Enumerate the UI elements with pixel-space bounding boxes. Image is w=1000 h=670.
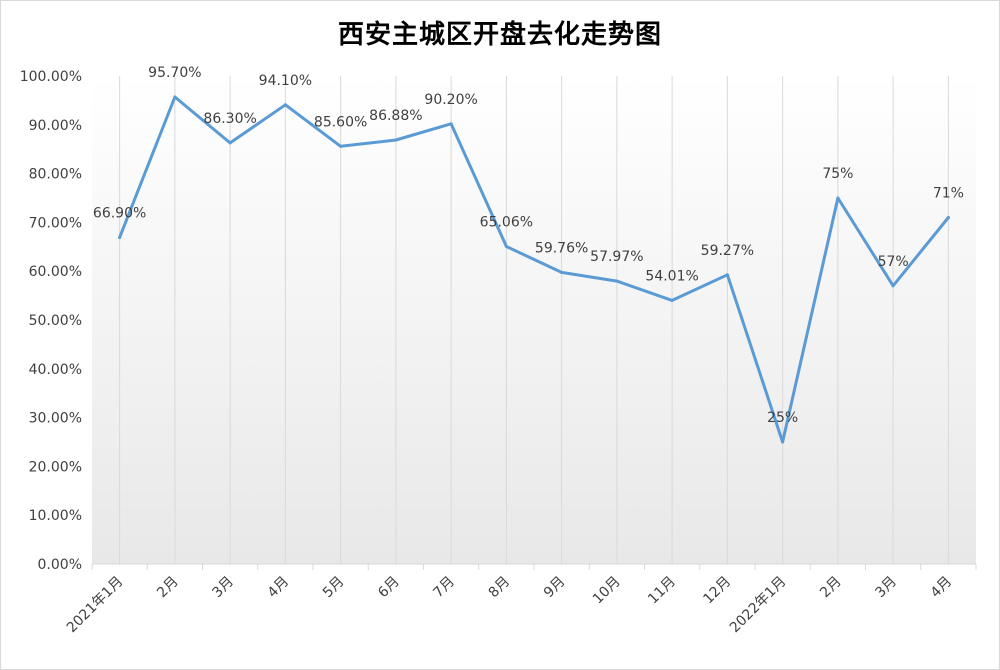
- data-label: 71%: [933, 186, 964, 202]
- data-label: 65.06%: [480, 215, 533, 231]
- x-tick-label: 3月: [209, 574, 237, 602]
- data-point: [118, 236, 122, 240]
- x-tick-label: 11月: [645, 574, 679, 608]
- data-point: [173, 95, 177, 99]
- y-tick-label: 90.00%: [29, 118, 82, 134]
- x-tick-label: 7月: [430, 574, 458, 602]
- x-tick-label: 6月: [375, 574, 403, 602]
- gridlines: [91, 76, 977, 570]
- y-tick-label: 100.00%: [20, 69, 82, 85]
- data-point: [725, 273, 729, 277]
- x-tick-label: 3月: [872, 574, 900, 602]
- data-label: 85.60%: [314, 114, 367, 130]
- x-tick-label: 4月: [265, 574, 293, 602]
- data-point: [891, 284, 895, 288]
- data-point: [781, 440, 785, 444]
- data-label: 94.10%: [259, 73, 312, 89]
- data-point: [339, 144, 343, 148]
- data-label: 66.90%: [93, 206, 146, 222]
- x-tick-label: 9月: [541, 574, 569, 602]
- data-point: [670, 298, 674, 302]
- data-labels: 66.90% 95.70% 86.30% 94.10% 85.60% 86.88%90.2…: [93, 65, 964, 426]
- y-tick-label: 70.00%: [29, 215, 82, 231]
- data-point: [615, 279, 619, 283]
- y-tick-label: 40.00%: [29, 362, 82, 378]
- y-tick-label: 0.00%: [38, 557, 82, 573]
- y-tick-label: 80.00%: [29, 167, 82, 183]
- chart-title: 西安主城区开盘去化走势图: [337, 20, 662, 50]
- y-tick-label: 30.00%: [29, 411, 82, 427]
- x-tick-label: 12月: [700, 574, 734, 608]
- data-point: [283, 103, 287, 107]
- data-label: 59.76%: [535, 240, 588, 256]
- x-tick-label: 2月: [154, 574, 182, 602]
- x-tick-label: 5月: [320, 574, 348, 602]
- data-label: 57%: [878, 254, 909, 270]
- data-label: 25%: [767, 410, 798, 426]
- data-point: [394, 138, 398, 142]
- x-tick-label: 2021年1月: [64, 574, 127, 637]
- x-tick-label: 2月: [817, 574, 845, 602]
- y-axis: 0.00% 10.00% 20.00% 30.00% 40.00% 50.00% 60.00…: [20, 69, 82, 573]
- series-line-path: [118, 95, 950, 444]
- x-tick-label: 2022年1月: [727, 574, 790, 637]
- data-label: 57.97%: [590, 249, 643, 265]
- y-tick-label: 10.00%: [29, 508, 82, 524]
- data-label: 54.01%: [645, 268, 698, 284]
- series-line: [118, 95, 950, 444]
- data-label: 75%: [822, 166, 853, 182]
- data-point: [504, 245, 508, 249]
- x-tick-label: 4月: [928, 574, 956, 602]
- data-label: 90.20%: [424, 92, 477, 108]
- y-tick-label: 50.00%: [29, 313, 82, 329]
- y-tick-label: 20.00%: [29, 459, 82, 475]
- x-tick-label: 8月: [486, 574, 514, 602]
- plot-area: [92, 76, 976, 564]
- data-point: [836, 196, 840, 200]
- y-tick-label: 60.00%: [29, 264, 82, 280]
- data-label: 86.30%: [203, 111, 256, 127]
- data-label: 86.88%: [369, 108, 422, 124]
- data-point: [946, 216, 950, 220]
- data-point: [560, 270, 564, 274]
- data-label: 59.27%: [701, 243, 754, 259]
- data-point: [449, 122, 453, 126]
- x-tick-label: 10月: [590, 574, 624, 608]
- data-point: [228, 141, 232, 145]
- data-label: 95.70%: [148, 65, 201, 81]
